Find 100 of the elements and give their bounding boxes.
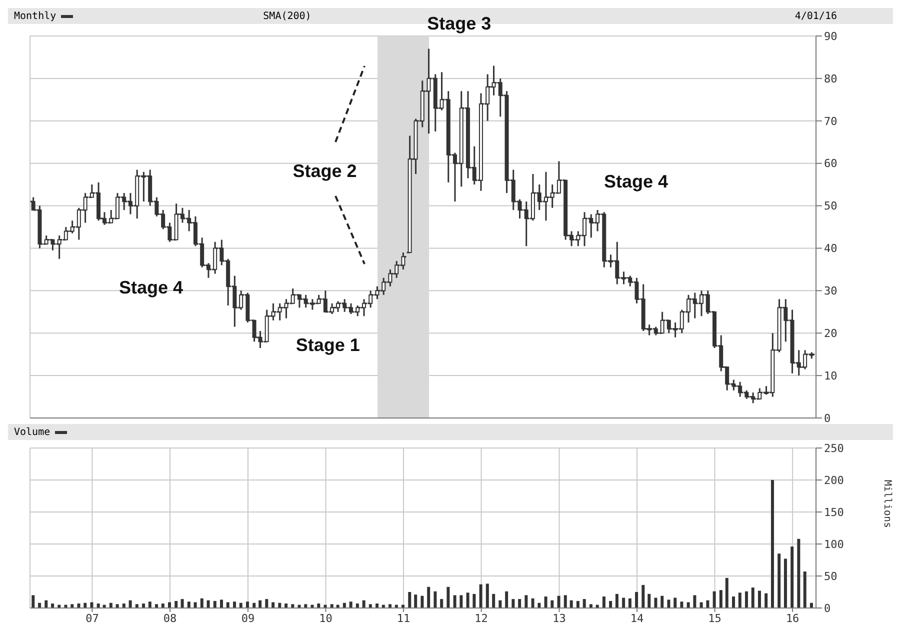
bar (272, 602, 275, 608)
bar (615, 594, 618, 608)
bar (362, 600, 366, 608)
annotation: Stage 4 (119, 277, 184, 298)
y-tick-label: 90 (824, 30, 838, 43)
bar (602, 596, 606, 608)
bar (453, 595, 456, 608)
bar (116, 604, 119, 608)
bar (803, 572, 806, 608)
y-axis-title: Millions (881, 480, 892, 528)
bar (206, 600, 210, 608)
bar (570, 600, 573, 608)
text: Stage 3 (427, 13, 492, 34)
bar (784, 558, 787, 608)
bar (531, 598, 534, 608)
bar (505, 591, 508, 608)
bar (700, 602, 703, 608)
bar (434, 591, 437, 608)
bar (758, 590, 761, 608)
bar (258, 600, 262, 608)
bar (492, 594, 496, 608)
bar (654, 598, 658, 608)
bar (576, 600, 580, 608)
annotation: Stage 2 (292, 161, 357, 182)
x-tick-label: 09 (241, 612, 255, 625)
bar (524, 595, 528, 608)
bar (518, 599, 522, 608)
bar (155, 604, 158, 608)
bar (582, 599, 586, 608)
y-tick-label: 0 (824, 412, 831, 425)
bar (187, 602, 190, 608)
bar (213, 600, 216, 608)
text: 4/01/16 (794, 10, 837, 22)
bar (628, 598, 632, 608)
bar (388, 604, 392, 608)
bar (479, 584, 482, 608)
annotation: Stage 4 (604, 171, 668, 192)
text: SMA(200) (263, 10, 312, 22)
y-tick-label: 70 (824, 114, 838, 128)
y-tick-label: 50 (824, 200, 838, 213)
bar (414, 594, 418, 608)
bar (466, 592, 470, 608)
bar (725, 578, 728, 608)
bar (738, 592, 742, 608)
bar (706, 600, 710, 608)
y-tick-label: 20 (824, 327, 838, 340)
y-tick-label: 0 (824, 602, 831, 615)
bar (180, 599, 184, 608)
bar (660, 596, 664, 608)
y-tick-label: 40 (824, 242, 838, 256)
bar (220, 600, 223, 608)
bar (446, 586, 450, 608)
x-tick-label: 13 (552, 612, 566, 625)
bar (246, 602, 249, 608)
bar (408, 592, 412, 608)
bar (732, 596, 735, 608)
bar (460, 595, 463, 608)
bar (194, 602, 197, 608)
bar (674, 598, 677, 608)
y-tick-label: 250 (824, 442, 844, 455)
bar (712, 591, 716, 608)
bar (148, 602, 152, 608)
y-tick-label: 60 (824, 157, 838, 170)
bar (265, 599, 268, 608)
bar (797, 538, 800, 608)
bar (622, 598, 626, 608)
bar (686, 602, 690, 608)
bar (764, 593, 768, 608)
bar (440, 599, 444, 608)
bar (498, 600, 502, 608)
bar (648, 594, 651, 608)
bar (472, 594, 476, 608)
bar (200, 598, 204, 608)
y-tick-label: 150 (824, 506, 844, 519)
bar (544, 596, 548, 608)
bar (135, 604, 138, 608)
bar (589, 604, 592, 608)
x-tick-label: 15 (708, 612, 722, 625)
y-tick-label: 100 (824, 538, 844, 551)
bar (304, 604, 308, 608)
bar (564, 595, 567, 608)
bar (609, 600, 612, 608)
bar (32, 595, 35, 608)
bar (635, 592, 638, 608)
annotation: Stage 1 (296, 334, 360, 355)
x-tick-label: 07 (86, 612, 99, 625)
bar (680, 602, 684, 608)
y-tick-label: 200 (824, 474, 844, 487)
chart-title: Volume (14, 426, 50, 438)
x-tick-label: 10 (319, 612, 332, 625)
bar (232, 602, 236, 608)
y-tick-label: 80 (824, 72, 838, 86)
bar (778, 554, 781, 608)
bar (790, 546, 794, 608)
bar (291, 604, 294, 608)
bar (512, 599, 515, 608)
y-tick-label: 50 (824, 570, 838, 583)
bar (667, 600, 670, 608)
x-tick-label: 08 (163, 612, 177, 625)
x-tick-label: 12 (474, 612, 488, 625)
